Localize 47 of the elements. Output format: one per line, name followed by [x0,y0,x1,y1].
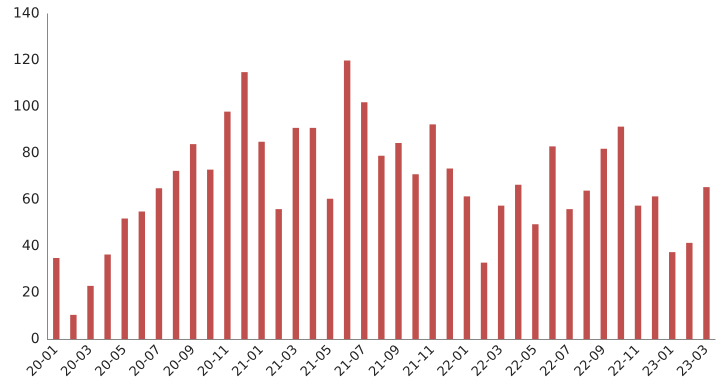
bar [395,142,402,340]
bar [172,170,180,340]
bar [104,254,111,340]
y-tick-label: 60 [22,192,40,208]
bar [464,196,470,340]
bar [344,60,350,340]
y-tick-label: 140 [12,6,40,22]
bar [669,252,676,340]
bar [378,156,385,340]
bar [583,190,590,340]
bar [156,188,162,340]
y-tick-label: 40 [22,238,40,254]
bar [258,142,265,340]
bar [190,144,196,340]
bar [566,209,573,340]
bar [549,146,556,340]
bar [686,242,693,340]
bar [53,258,60,340]
bar [241,72,248,340]
bar [498,206,504,340]
bar [224,112,231,340]
bar [429,124,436,340]
bar [207,170,214,340]
bar [600,148,607,340]
y-tick-label: 20 [22,284,40,300]
bar [310,128,316,340]
bar [480,262,488,340]
bar [446,168,454,340]
bar [361,102,368,340]
bar [618,126,624,340]
bar [138,211,146,340]
bar [87,286,94,340]
bar [703,187,710,340]
bar [652,196,658,340]
bar [532,224,539,340]
bar [275,209,282,340]
bar [634,206,642,340]
y-tick-label: 100 [12,98,40,115]
bar [326,198,334,340]
y-tick-label: 120 [12,52,40,68]
bar [515,184,522,340]
bar [122,218,128,340]
bar [70,314,77,340]
bar [412,174,419,340]
bar [292,128,300,340]
y-tick-label: 0 [30,330,40,347]
y-tick-label: 80 [22,145,40,162]
